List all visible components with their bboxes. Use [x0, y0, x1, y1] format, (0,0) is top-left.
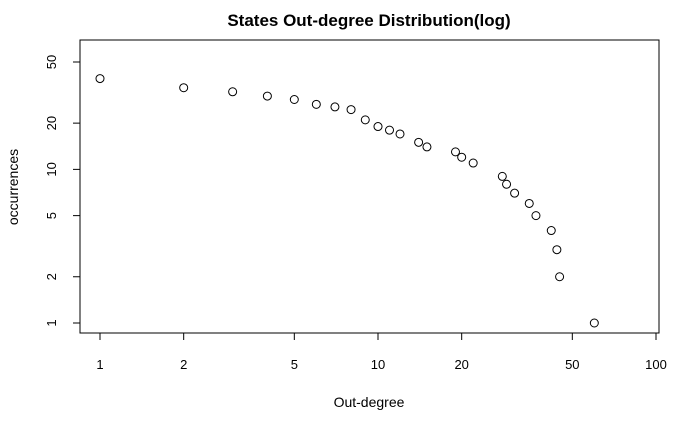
data-point: [262, 91, 272, 101]
chart-title: States Out-degree Distribution(log): [227, 11, 510, 30]
x-tick-label: 10: [371, 357, 385, 372]
data-point: [179, 83, 189, 93]
data-point: [531, 211, 541, 221]
data-points: [95, 74, 599, 328]
data-point: [228, 87, 238, 97]
y-tick-label: 5: [44, 212, 59, 219]
data-point: [555, 272, 565, 282]
data-point: [395, 129, 405, 139]
data-point: [95, 74, 105, 84]
x-tick-label: 5: [291, 357, 298, 372]
data-point: [497, 171, 507, 181]
y-tick-label: 2: [44, 273, 59, 280]
plot-frame: [79, 39, 660, 334]
data-point: [502, 179, 512, 189]
data-point: [524, 198, 534, 208]
data-point: [546, 226, 556, 236]
x-tick-label: 100: [645, 357, 667, 372]
data-point: [552, 245, 562, 255]
data-point: [289, 95, 299, 105]
data-point: [373, 122, 383, 132]
x-tick-label: 20: [454, 357, 468, 372]
y-axis: 1 2 5 10 20 50: [44, 55, 80, 327]
x-tick-label: 50: [565, 357, 579, 372]
data-point: [330, 102, 340, 112]
x-tick-label: 1: [96, 357, 103, 372]
y-tick-label: 50: [44, 55, 59, 69]
data-point: [450, 147, 460, 157]
y-tick-label: 1: [44, 319, 59, 326]
y-tick-label: 10: [44, 162, 59, 176]
data-point: [360, 115, 370, 125]
x-axis-label: Out-degree: [334, 394, 405, 410]
data-point: [510, 188, 520, 198]
data-point: [468, 158, 478, 168]
data-point: [346, 105, 356, 115]
data-point: [422, 142, 432, 152]
data-point: [414, 137, 424, 147]
data-point: [385, 125, 395, 135]
data-point: [589, 318, 599, 328]
y-tick-label: 20: [44, 116, 59, 130]
data-point: [457, 152, 467, 162]
data-point: [311, 99, 321, 109]
y-axis-label: occurrences: [5, 149, 21, 225]
x-tick-label: 2: [180, 357, 187, 372]
x-axis: 1 2 5 10 20 50 100: [96, 333, 667, 372]
